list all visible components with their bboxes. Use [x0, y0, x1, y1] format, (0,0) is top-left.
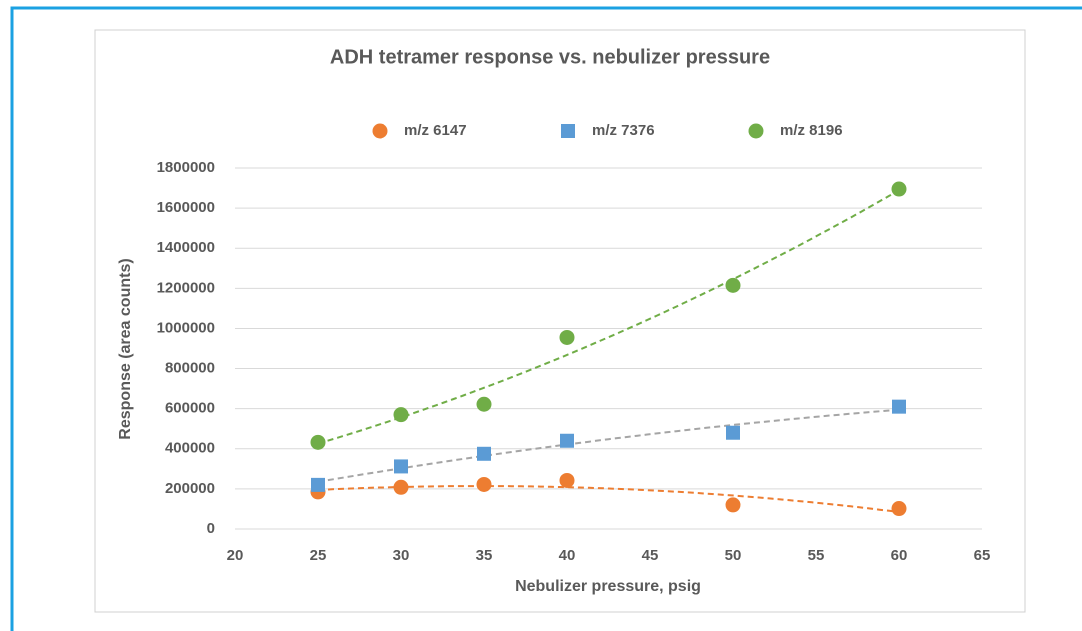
y-tick-label: 400000 [165, 440, 215, 457]
x-axis-label: Nebulizer pressure, psig [515, 578, 701, 595]
x-tick-label: 45 [642, 547, 659, 564]
marker [559, 472, 575, 488]
y-axis-label: Response (area counts) [117, 258, 134, 439]
x-tick-label: 35 [476, 547, 493, 564]
legend-label: m/z 6147 [404, 122, 467, 139]
y-tick-label: 1000000 [157, 319, 215, 336]
x-tick-label: 65 [974, 547, 991, 564]
marker [891, 181, 907, 197]
x-tick-label: 25 [310, 547, 327, 564]
frame [10, 6, 1082, 631]
marker [561, 124, 575, 138]
marker [477, 446, 491, 461]
marker [476, 476, 492, 492]
chart-area [94, 29, 1026, 613]
marker [725, 497, 741, 513]
marker [393, 407, 409, 423]
x-tick-label: 50 [725, 547, 742, 564]
marker [726, 425, 740, 440]
trendline [317, 408, 900, 483]
chart-title: ADH tetramer response vs. nebulizer pres… [330, 46, 770, 68]
marker [725, 277, 741, 293]
y-tick-label: 1800000 [157, 159, 215, 176]
marker [394, 459, 408, 474]
marker [311, 477, 325, 492]
marker [560, 433, 574, 448]
y-tick-label: 1200000 [157, 279, 215, 296]
x-tick-label: 55 [808, 547, 825, 564]
x-tick-label: 30 [393, 547, 410, 564]
y-tick-label: 0 [207, 520, 215, 537]
marker [891, 501, 907, 517]
marker [748, 123, 764, 139]
marker [476, 396, 492, 412]
y-tick-label: 1400000 [157, 239, 215, 256]
trendline [317, 484, 900, 513]
x-tick-label: 20 [227, 547, 244, 564]
y-tick-label: 1600000 [157, 199, 215, 216]
x-tick-label: 40 [559, 547, 576, 564]
marker [892, 399, 906, 414]
marker [559, 329, 575, 345]
y-tick-label: 200000 [165, 480, 215, 497]
x-tick-label: 60 [891, 547, 908, 564]
marker [372, 123, 388, 139]
legend-label: m/z 7376 [592, 122, 655, 139]
marker [310, 434, 326, 450]
marker [393, 479, 409, 495]
trendline [317, 189, 900, 445]
legend-label: m/z 8196 [780, 122, 843, 139]
y-tick-label: 800000 [165, 360, 215, 377]
y-tick-label: 600000 [165, 400, 215, 417]
